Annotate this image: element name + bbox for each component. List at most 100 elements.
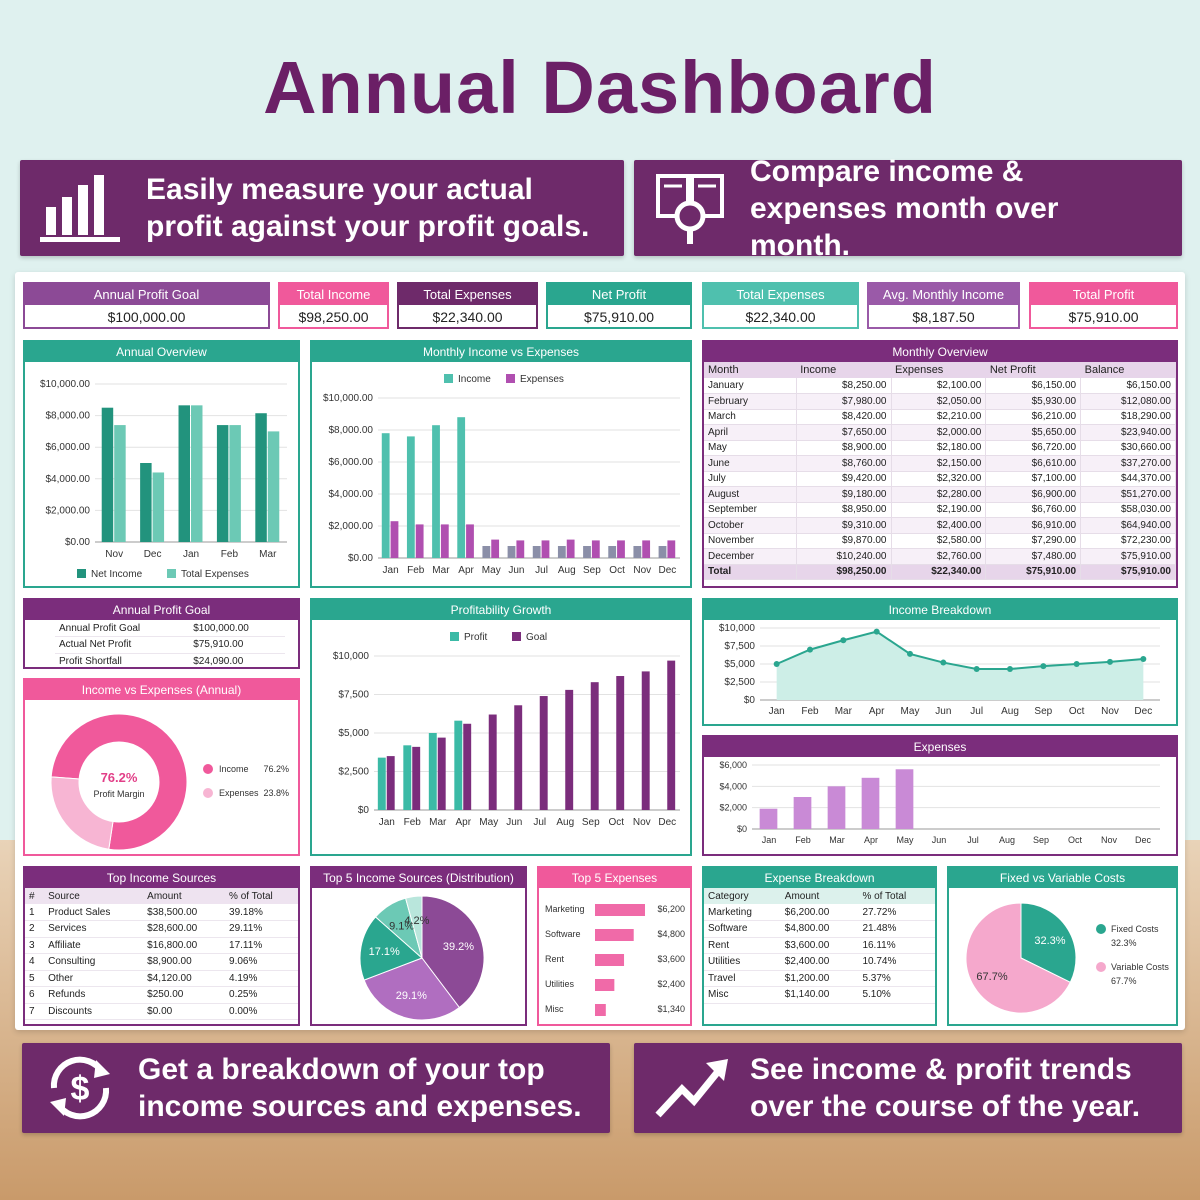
table-cell: $8,420.00 [796, 409, 892, 425]
panel-title: Income Breakdown [704, 600, 1176, 620]
x-tick-label: May [896, 835, 914, 845]
y-tick-label: $4,000.00 [46, 474, 91, 485]
bar [454, 720, 463, 810]
x-tick-label: Dec [144, 549, 162, 560]
bar [255, 413, 267, 542]
table-row: 6 Refunds $250.00 0.25% [25, 986, 298, 1004]
table-row: October $9,310.00 $2,400.00 $6,910.00 $64,94… [704, 517, 1176, 534]
x-tick-label: Mar [829, 835, 845, 845]
x-tick-label: Sep [1034, 706, 1052, 717]
data-point [907, 650, 913, 657]
bar [541, 540, 550, 558]
table-cell: $2,000.00 [891, 424, 987, 441]
table-cell: $8,900.00 [143, 953, 226, 971]
profitability-panel: Profitability Growth $0 $2,500 $5,000 $7,50… [310, 598, 692, 856]
col-amount: Amount [147, 890, 182, 902]
kpi-label: Net Profit [548, 284, 690, 305]
bar [516, 540, 525, 558]
panel-title: Annual Profit Goal [25, 600, 298, 620]
total-cell: $98,250.00 [796, 564, 892, 580]
table-cell: January [704, 378, 797, 394]
data-label: $6,200 [657, 904, 685, 914]
center-value: 76.2% [101, 770, 138, 785]
bar [507, 546, 516, 558]
monthly-ie-chart: $0.00 $2,000.00 $4,000.00 $6,000.00 $8,000.0… [323, 374, 680, 576]
data-point [1140, 655, 1147, 662]
income-breakdown-panel: Income Breakdown $0 $2,500 $5,000 $7,500 $10… [702, 598, 1178, 726]
table-cell: 9.06% [225, 953, 298, 971]
pie-slice [363, 957, 461, 1021]
monthly-ie-panel: Monthly Income vs Expenses $0.00 $2,000.0… [310, 340, 692, 588]
x-tick-label: Sep [582, 817, 600, 828]
x-tick-label: Jun [506, 817, 522, 828]
y-tick-label: $10,000.00 [323, 393, 373, 404]
table-cell: $30,660.00 [1080, 440, 1176, 456]
kpi-label: Total Expenses [704, 284, 857, 305]
table-cell: 7 [25, 1003, 45, 1020]
table-cell: $6,900.00 [985, 486, 1082, 503]
bar [608, 546, 617, 558]
profit-goal-panel: Annual Profit Goal Annual Profit Goal $10… [23, 598, 300, 669]
x-tick-label: Mar [259, 549, 277, 560]
bar [565, 689, 574, 810]
x-tick-label: Apr [864, 835, 878, 845]
data-point [1107, 658, 1113, 665]
y-tick-label: $4,000.00 [329, 489, 374, 500]
table-row: September $8,950.00 $2,190.00 $6,760.00 $58,… [704, 502, 1176, 518]
annual-overview-panel: Annual Overview $0.00 $2,000.00 $4,000.00 $… [23, 340, 300, 588]
table-cell: Marketing [704, 904, 781, 921]
table-cell: $2,150.00 [891, 455, 987, 472]
bar [440, 524, 449, 558]
trend-up-icon [655, 1059, 728, 1118]
table-cell: December [704, 548, 797, 565]
kpi-annual-profit-goal: Annual Profit Goal $100,000.00 [23, 282, 270, 329]
bar [667, 660, 676, 810]
table-cell: Misc [704, 986, 781, 1004]
x-tick-label: Nov [105, 549, 123, 560]
top-income-panel: Top Income Sources # Source Amount % of … [23, 866, 300, 1026]
table-cell: Rent [704, 937, 781, 954]
x-tick-label: Jul [970, 706, 983, 717]
y-tick-label: $0 [744, 695, 756, 706]
table-cell: 6 [25, 986, 45, 1004]
y-tick-label: $8,000.00 [329, 425, 374, 436]
kpi-total-profit: Total Profit $75,910.00 [1029, 282, 1178, 329]
bar [390, 521, 399, 558]
goal-label: Annual Profit Goal [55, 620, 190, 637]
x-tick-label: May [901, 706, 920, 717]
pie-slice [1020, 902, 1077, 984]
x-tick-label: Dec [658, 817, 676, 828]
x-tick-label: Jan [379, 817, 395, 828]
y-tick-label: Software [545, 929, 581, 939]
x-tick-label: Aug [556, 817, 574, 828]
x-tick-label: Feb [221, 549, 239, 560]
panel-title: Fixed vs Variable Costs [949, 868, 1176, 888]
kpi-value: $22,340.00 [432, 309, 503, 325]
panel-title: Expenses [704, 737, 1176, 757]
legend-label: Variable Costs [1111, 962, 1169, 972]
bar [514, 705, 523, 810]
top5-exp-chart: Marketing $6,200 Software $4,800 Rent $3,600 U… [545, 904, 685, 1016]
x-tick-label: Feb [404, 817, 422, 828]
promo-text: Compare income & expenses month over mon… [750, 154, 1059, 262]
table-row: Software $4,800.00 21.48% [704, 920, 935, 938]
table-cell: $2,190.00 [891, 502, 987, 518]
col-net-profit: Net Profit [985, 362, 1081, 378]
legend-swatch [450, 632, 459, 641]
table-cell: $250.00 [143, 986, 226, 1004]
table-cell: $1,140.00 [780, 986, 859, 1004]
x-tick-label: Apr [458, 565, 474, 576]
promo-text: Easily measure your actual profit agains… [146, 173, 590, 243]
table-cell: $5,930.00 [985, 393, 1082, 410]
data-point [1007, 666, 1013, 673]
table-row: August $9,180.00 $2,280.00 $6,900.00 $51,270… [704, 486, 1176, 503]
col-expenses: Expenses [891, 362, 986, 378]
area-fill [776, 631, 1144, 700]
x-tick-label: Jul [967, 835, 979, 845]
table-cell: 4 [25, 953, 45, 971]
kpi-label: Avg. Monthly Income [869, 284, 1018, 305]
y-tick-label: $6,000.00 [46, 442, 91, 453]
legend-swatch [1096, 962, 1106, 972]
y-tick-label: $7,500 [724, 641, 755, 652]
pie-slice [50, 776, 114, 850]
